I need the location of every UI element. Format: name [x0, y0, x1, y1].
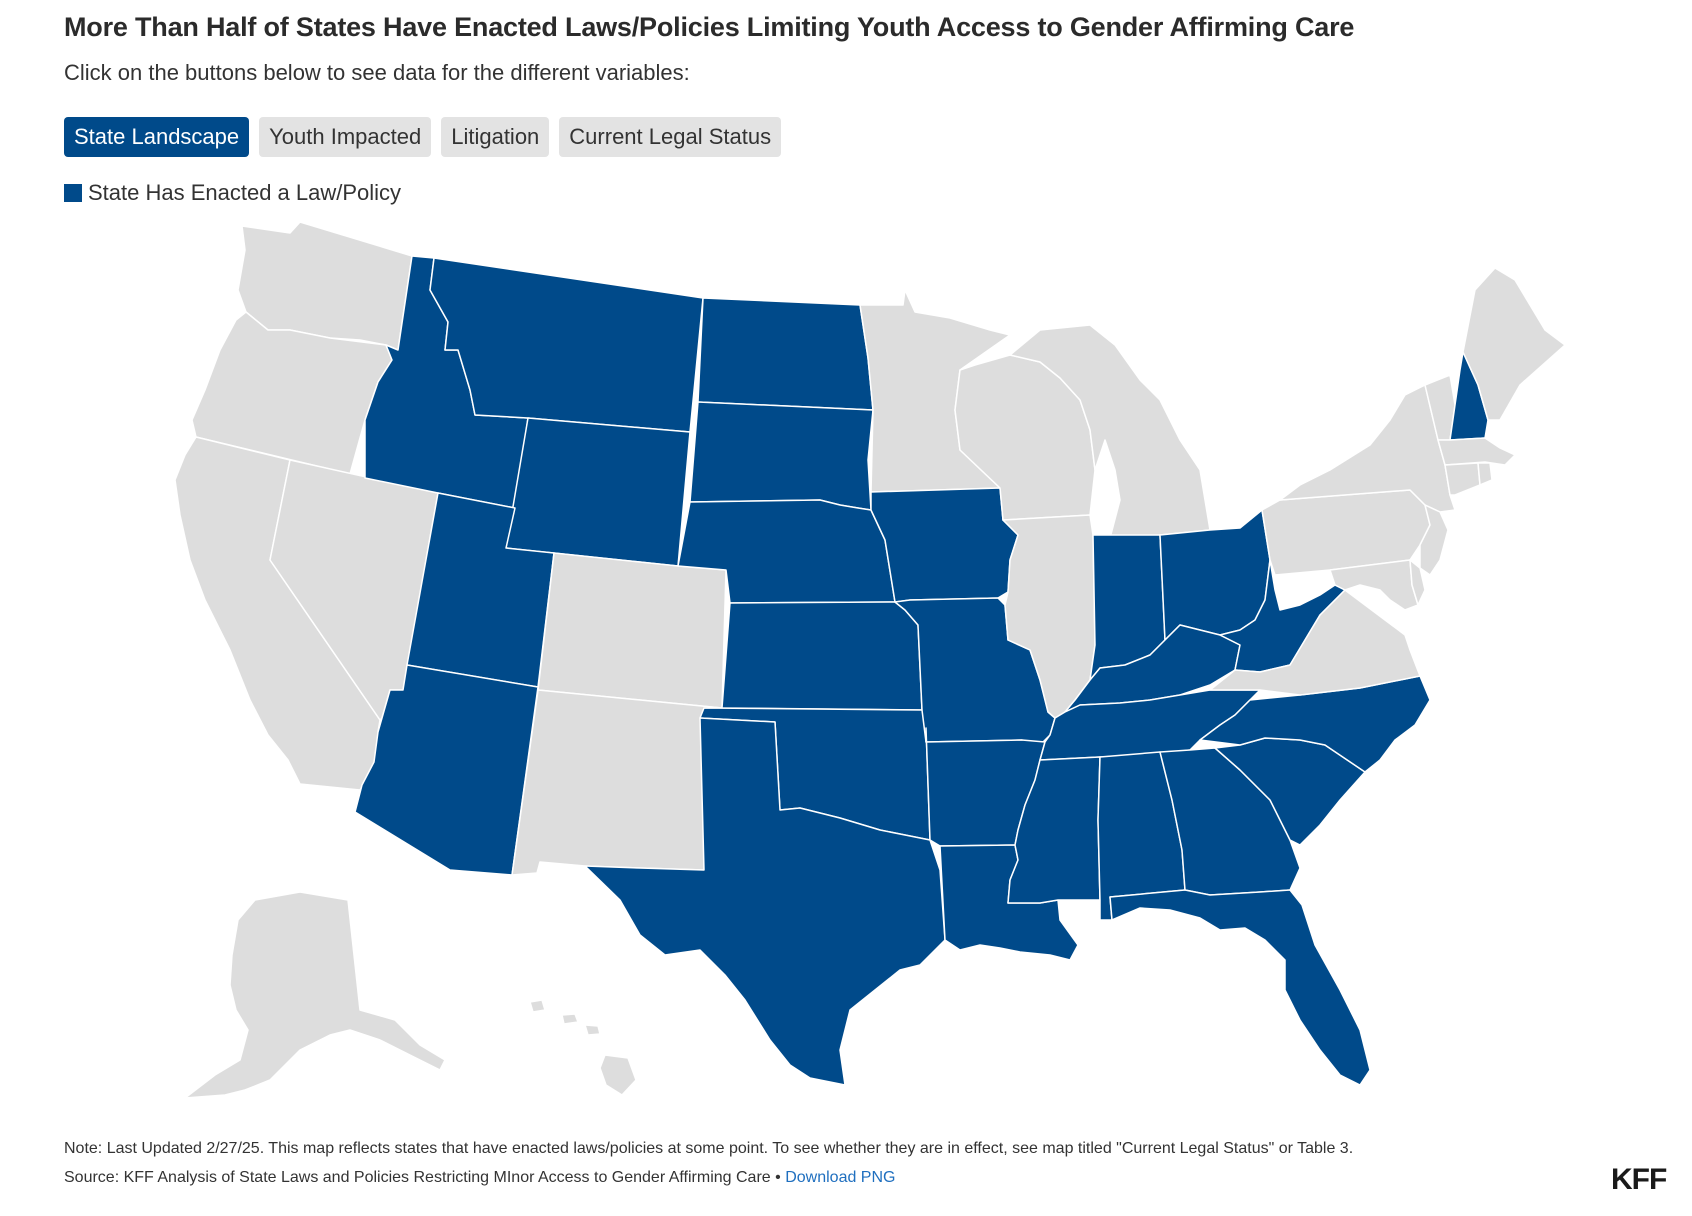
state-ND[interactable]	[697, 297, 874, 411]
chart-subtitle: Click on the buttons below to see data f…	[64, 60, 690, 85]
state-MT[interactable]	[429, 257, 704, 433]
map-legend: State Has Enacted a Law/Policy	[64, 180, 401, 206]
source-separator: •	[775, 1169, 781, 1186]
state-ME[interactable]	[1462, 267, 1566, 421]
state-VA[interactable]	[1209, 589, 1421, 696]
litigation-button[interactable]: Litigation	[441, 117, 550, 157]
download-png-link[interactable]: Download PNG	[785, 1169, 896, 1186]
youth-impacted-button[interactable]: Youth Impacted	[259, 117, 432, 157]
state-RI[interactable]	[1477, 462, 1493, 486]
state-SD[interactable]	[689, 401, 874, 511]
legend-label: State Has Enacted a Law/Policy	[88, 180, 402, 205]
state-TX[interactable]	[584, 717, 946, 1086]
us-map	[174, 221, 1566, 1099]
chart-title: More Than Half of States Have Enacted La…	[64, 12, 1355, 42]
state-NJ[interactable]	[1419, 504, 1449, 576]
source-text: Source: KFF Analysis of State Laws and P…	[64, 1169, 771, 1186]
state-NM[interactable]	[511, 689, 723, 876]
footer-note: Note: Last Updated 2/27/25. This map ref…	[64, 1140, 1354, 1157]
state-KS[interactable]	[721, 601, 923, 711]
state-MA[interactable]	[1437, 437, 1516, 466]
state-landscape-button[interactable]: State Landscape	[64, 117, 250, 157]
state-AK[interactable]	[184, 891, 446, 1099]
variable-buttons: State Landscape Youth Impacted Litigatio…	[64, 117, 782, 157]
state-FL[interactable]	[1109, 889, 1371, 1086]
state-CT[interactable]	[1444, 462, 1481, 496]
state-WA[interactable]	[237, 221, 413, 351]
kff-logo: KFF	[1611, 1163, 1667, 1196]
state-NC[interactable]	[1199, 675, 1431, 773]
state-DE[interactable]	[1409, 559, 1426, 606]
current-legal-status-button[interactable]: Current Legal Status	[559, 117, 782, 157]
footer-source: Source: KFF Analysis of State Laws and P…	[64, 1169, 895, 1187]
legend-swatch	[64, 184, 82, 202]
state-CO[interactable]	[537, 552, 727, 709]
state-WY[interactable]	[505, 417, 691, 567]
state-MD[interactable]	[1329, 559, 1419, 611]
state-IA[interactable]	[870, 487, 1019, 603]
state-HI[interactable]	[529, 999, 637, 1096]
